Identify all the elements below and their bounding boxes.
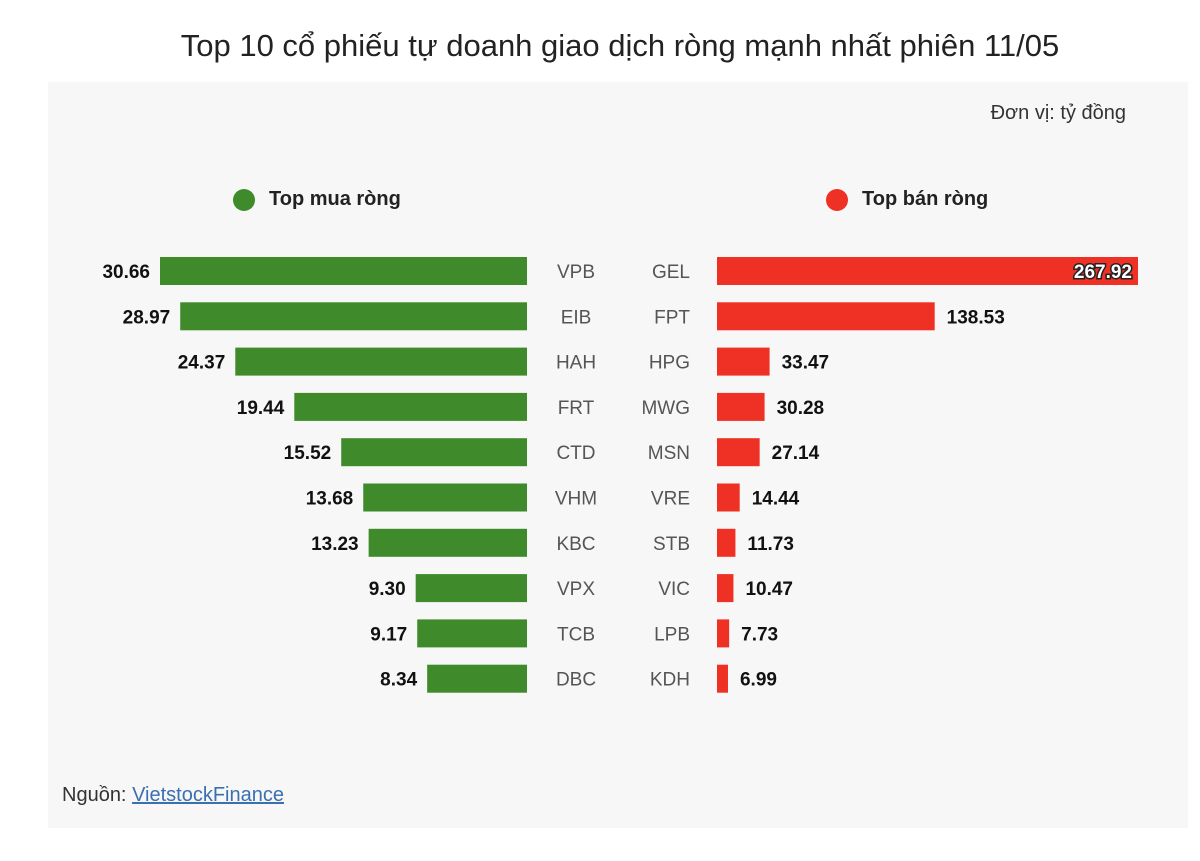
buy-category-label: VPX [557, 579, 595, 600]
buy-bar-frt [294, 392, 527, 421]
sell-category-label: LPB [654, 624, 690, 645]
buy-category-label: VPB [557, 262, 595, 283]
sell-category-label: STB [653, 534, 690, 555]
legend-buy: Top mua ròng [233, 188, 401, 211]
legend-buy-marker [233, 188, 255, 211]
sell-bar-fpt [717, 302, 935, 331]
legend-sell-label: Top bán ròng [862, 188, 989, 210]
sell-value-label: 267.92 [1074, 262, 1132, 283]
buy-category-label: EIB [561, 307, 592, 328]
sell-bar-mwg [717, 392, 765, 421]
sell-value-label: 11.73 [747, 534, 794, 555]
buy-value-label: 13.23 [311, 534, 359, 555]
legend-sell: Top bán ròng [826, 188, 988, 211]
buy-value-label: 15.52 [284, 443, 332, 464]
sell-category-label: KDH [650, 670, 690, 691]
buy-bar-dbc [427, 664, 527, 693]
sell-category-label: VIC [658, 579, 690, 600]
buy-value-label: 19.44 [237, 398, 285, 419]
sell-category-label: HPG [649, 353, 690, 374]
sell-value-label: 10.47 [745, 579, 793, 600]
buy-bar-ctd [341, 438, 527, 467]
buy-bar-kbc [368, 528, 527, 557]
legend-sell-marker [826, 188, 848, 211]
sell-value-label: 14.44 [752, 489, 800, 510]
sell-category-label: GEL [652, 262, 690, 283]
sell-bar-vre [717, 483, 740, 512]
sell-bar-msn [717, 438, 760, 467]
sell-bar-gel [717, 257, 1138, 285]
sell-value-label: 27.14 [772, 443, 820, 464]
source-label: Nguồn: [62, 784, 127, 806]
buy-category-label: VHM [555, 489, 597, 510]
sell-value-label: 33.47 [782, 353, 830, 374]
buy-bar-vpx [415, 574, 527, 603]
buy-bar-hah [235, 347, 527, 376]
buy-value-label: 28.97 [123, 307, 171, 328]
source-link[interactable]: VietstockFinance [132, 784, 284, 806]
buy-category-label: CTD [556, 443, 595, 464]
sell-value-label: 30.28 [777, 398, 825, 419]
sell-category-label: FPT [654, 307, 690, 328]
buy-category-label: KBC [556, 534, 595, 555]
buy-value-label: 13.68 [306, 489, 354, 510]
sell-value-label: 6.99 [740, 670, 777, 691]
buy-category-label: HAH [556, 353, 596, 374]
buy-value-label: 8.34 [380, 670, 417, 691]
sell-category-label: VRE [651, 489, 690, 510]
buy-value-label: 9.30 [369, 579, 406, 600]
sell-value-label: 138.53 [947, 307, 1005, 328]
sell-bar-kdh [717, 664, 728, 693]
sell-category-label: MWG [641, 398, 690, 419]
buy-category-label: DBC [556, 670, 596, 691]
sell-bar-hpg [717, 347, 770, 376]
sell-bar-lpb [717, 619, 730, 648]
source-note: Nguồn: VietstockFinance [62, 784, 284, 807]
sell-category-label: MSN [648, 443, 690, 464]
buy-value-label: 9.17 [370, 624, 407, 645]
buy-category-label: FRT [558, 398, 595, 419]
buy-value-label: 30.66 [102, 262, 150, 283]
buy-value-label: 24.37 [178, 353, 226, 374]
buy-bar-vhm [363, 483, 527, 512]
chart-title: Top 10 cổ phiếu tự doanh giao dịch ròng … [180, 28, 1060, 63]
buy-category-label: TCB [557, 624, 595, 645]
sell-bar-vic [717, 574, 734, 603]
legend-buy-label: Top mua ròng [269, 188, 401, 210]
buy-bar-vpb [160, 257, 527, 285]
sell-bar-stb [717, 528, 736, 557]
buy-bar-tcb [417, 619, 527, 648]
sell-value-label: 7.73 [741, 624, 778, 645]
buy-bar-eib [180, 302, 527, 331]
unit-label: Đơn vị: tỷ đồng [990, 102, 1126, 124]
